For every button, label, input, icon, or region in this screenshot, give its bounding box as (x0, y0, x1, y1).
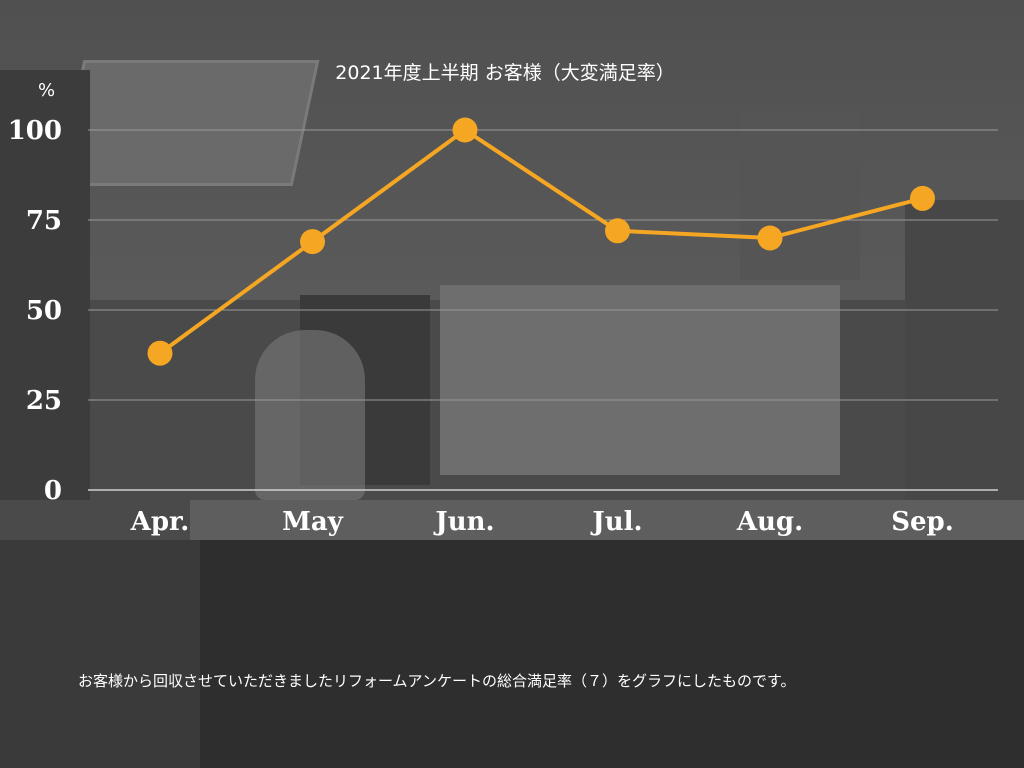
x-tick-label: Jul. (590, 507, 642, 537)
y-axis-label: % (38, 80, 56, 101)
x-tick-label: Jun. (433, 507, 494, 537)
data-point (757, 225, 783, 251)
x-tick-label: Sep. (891, 507, 954, 537)
y-tick-label: 75 (26, 206, 62, 236)
x-tick-label: Apr. (130, 507, 190, 537)
chart-title: 2021年度上半期 お客様（大変満足率） (335, 62, 675, 84)
y-tick-label: 0 (44, 476, 62, 506)
chart-footnote: お客様から回収させていただきましたリフォームアンケートの総合満足率（７）をグラフ… (78, 672, 796, 690)
data-point (605, 218, 630, 244)
data-point (300, 229, 325, 255)
y-tick-label: 50 (26, 296, 62, 326)
data-point (910, 185, 935, 211)
x-tick-label: May (282, 507, 344, 537)
series-line (158, 128, 924, 355)
y-tick-label: 100 (8, 116, 62, 146)
data-point (452, 117, 478, 143)
x-tick-label: Aug. (736, 507, 803, 537)
y-tick-label: 25 (26, 386, 62, 416)
data-point (147, 340, 173, 366)
